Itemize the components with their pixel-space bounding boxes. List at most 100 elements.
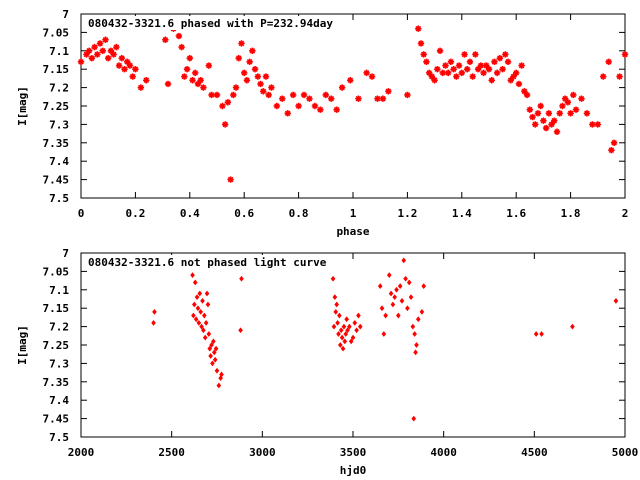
phased-x-tick-label: 2 [622, 207, 629, 220]
phased-data-point [355, 95, 362, 102]
phased-data-point [474, 66, 482, 73]
phased-data-point [425, 69, 433, 77]
phased-data-point [83, 51, 90, 58]
unphased-data-point [191, 312, 196, 319]
phased-data-point [213, 91, 221, 99]
phased-data-point [205, 62, 213, 69]
phased-data-point [338, 84, 346, 91]
unphased-data-point [337, 312, 342, 319]
phased-data-point [126, 62, 134, 69]
unphased-plot-frame [80, 252, 626, 438]
phased-data-point [507, 77, 514, 84]
unphased-data-point [399, 297, 405, 304]
phased-data-point [589, 121, 596, 128]
phased-data-point [311, 102, 319, 110]
phased-data-point [363, 69, 370, 77]
phased-data-point [469, 73, 476, 80]
unphased-data-point [205, 301, 211, 308]
phased-data-point [265, 91, 272, 99]
unphased-data-point [192, 301, 197, 308]
unphased-data-point [342, 338, 348, 345]
phased-data-point [230, 91, 237, 99]
phased-data-point [143, 77, 150, 84]
unphased-plot-title: 080432-3321.6 not phased light curve [88, 256, 327, 269]
phased-data-point [551, 117, 558, 124]
unphased-data-point [202, 334, 208, 341]
phased-data-point [556, 110, 563, 117]
phased-data-point [466, 58, 474, 66]
phased-x-tick-label: 1.8 [561, 207, 581, 220]
unphased-data-point [570, 323, 575, 330]
phased-y-tick-label: 7.3 [49, 118, 69, 131]
unphased-data-point [190, 272, 195, 278]
phased-data-point [246, 58, 253, 66]
unphased-data-point [613, 297, 619, 304]
unphased-data-point [219, 371, 224, 378]
unphased-data-point [151, 320, 156, 326]
unphased-data-point [343, 331, 349, 337]
phased-data-point [472, 51, 479, 58]
unphased-data-point [340, 345, 346, 352]
phased-data-point [94, 51, 101, 58]
unphased-x-tick-label: 2000 [68, 446, 95, 459]
phased-data-point [181, 73, 188, 80]
phased-data-point [96, 40, 104, 47]
unphased-data-point [238, 327, 243, 334]
phased-data-point [540, 117, 547, 124]
unphased-data-point [415, 316, 421, 323]
phased-y-tick-label: 7.05 [43, 26, 70, 39]
unphased-data-point [211, 349, 217, 356]
phased-data-point [434, 66, 441, 73]
phased-data-point [235, 54, 242, 62]
phased-data-point [279, 95, 286, 102]
phased-data-point [379, 95, 387, 102]
phased-data-point [268, 84, 275, 91]
phased-data-point [499, 66, 506, 73]
unphased-data-point [345, 327, 350, 334]
phased-data-point [526, 106, 533, 113]
phased-data-point [374, 95, 381, 102]
phased-data-point [564, 99, 572, 106]
phased-data-point [559, 102, 566, 110]
phased-y-tick-label: 7.4 [49, 155, 69, 168]
phased-x-tick-label: 1.2 [397, 207, 417, 220]
phased-data-point [510, 73, 517, 80]
phased-data-point [496, 54, 504, 62]
phased-data-point [578, 95, 585, 102]
phased-data-point [572, 106, 580, 113]
phased-x-tick-label: 1 [350, 207, 357, 220]
phased-y-tick-label: 7.5 [49, 192, 69, 205]
phased-y-axis-label: I[mag] [16, 86, 29, 126]
phased-y-tick-label: 7.2 [49, 82, 69, 95]
phased-data-point [608, 146, 615, 154]
phased-data-point [616, 73, 623, 80]
phased-data-point [189, 77, 196, 84]
phased-data-point [548, 121, 555, 128]
unphased-data-point [397, 283, 403, 290]
unphased-x-tick-label: 2500 [158, 446, 185, 459]
phased-data-point [502, 51, 509, 58]
phased-data-point [417, 40, 425, 47]
unphased-data-point [390, 301, 396, 308]
unphased-x-tick-label: 3500 [340, 446, 367, 459]
unphased-data-point [357, 323, 363, 330]
unphased-data-point [379, 305, 385, 312]
phased-x-tick-label: 0.2 [125, 207, 145, 220]
phased-data-point [328, 95, 335, 102]
unphased-data-point [218, 375, 223, 382]
phased-data-point [415, 25, 422, 32]
phased-data-point [480, 69, 487, 77]
phased-data-point [610, 139, 618, 146]
phased-data-point [186, 54, 193, 62]
unphased-data-point [406, 279, 412, 286]
unphased-data-point [199, 323, 204, 330]
unphased-data-point [202, 312, 207, 319]
unphased-data-point [152, 308, 157, 315]
phased-data-point [561, 95, 569, 102]
unphased-y-tick-label: 7.45 [43, 413, 70, 426]
phased-data-point [600, 73, 607, 80]
unphased-x-tick-label: 5000 [612, 446, 639, 459]
unphased-y-tick-label: 7.1 [49, 284, 69, 297]
phased-x-axis-label: phase [336, 225, 369, 238]
phased-data-point [208, 91, 215, 99]
